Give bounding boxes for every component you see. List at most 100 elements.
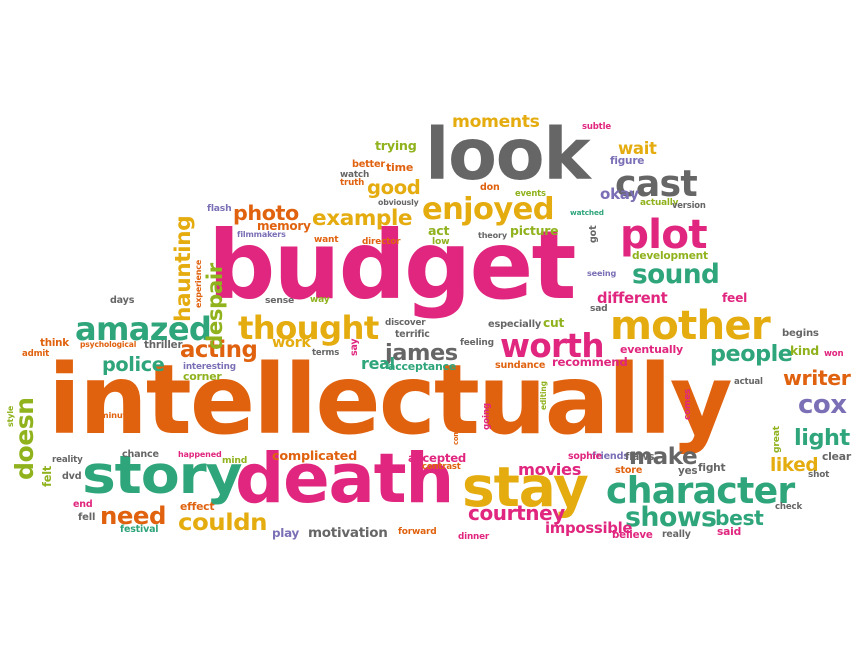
- word-amazed: amazed: [75, 310, 212, 349]
- word-recommend: recommend: [552, 354, 628, 369]
- word-really: really: [662, 529, 691, 541]
- word-watched: watched: [570, 208, 604, 218]
- word-friends: friends: [592, 451, 629, 463]
- word-flash: flash: [207, 203, 232, 215]
- word-corner: corner: [183, 369, 222, 383]
- word-courtney: courtney: [468, 501, 565, 525]
- word-filmmakers: filmmakers: [237, 229, 286, 239]
- word-impossible: impossible: [545, 518, 633, 537]
- word-shot: shot: [808, 469, 830, 480]
- word-okay: okay: [600, 185, 639, 204]
- word-couldn: couldn: [178, 509, 268, 536]
- word-thriller: thriller: [144, 338, 183, 351]
- word-contrast: contrast: [422, 461, 461, 472]
- word-cut: cut: [543, 316, 565, 331]
- word-editing: editing: [539, 381, 548, 410]
- word-cast: cast: [615, 162, 698, 206]
- word-especially: especially: [488, 319, 542, 331]
- word-fight: fight: [698, 461, 726, 474]
- word-say: say: [349, 338, 360, 356]
- word-act: act: [428, 223, 450, 239]
- word-look: look: [425, 113, 591, 197]
- word-stay: stay: [462, 455, 589, 520]
- word-feel: feel: [722, 291, 748, 306]
- word-trying: trying: [375, 138, 417, 154]
- word-best: best: [715, 506, 764, 531]
- word-shows: shows: [625, 502, 717, 534]
- word-discover: discover: [385, 317, 426, 328]
- word-version: version: [672, 199, 706, 210]
- word-thought: thought: [238, 308, 379, 347]
- word-yes: yes: [678, 464, 698, 477]
- word-interesting: interesting: [183, 361, 236, 372]
- word-don: don: [480, 182, 500, 194]
- word-days: days: [110, 295, 135, 307]
- word-make: make: [629, 443, 698, 470]
- word-truth: truth: [340, 177, 365, 188]
- word-haunting: haunting: [171, 215, 196, 322]
- word-need: need: [100, 501, 166, 531]
- word-admit: admit: [22, 348, 50, 359]
- word-low: low: [432, 236, 450, 248]
- word-better: better: [352, 159, 385, 171]
- word-eventually: eventually: [620, 343, 683, 356]
- word-check: check: [775, 501, 802, 512]
- word-play: play: [272, 525, 300, 540]
- word-development: development: [632, 250, 708, 263]
- word-obviously: obviously: [378, 198, 419, 208]
- word-different: different: [597, 290, 668, 308]
- word-end: end: [73, 499, 93, 511]
- word-cox: cox: [798, 390, 847, 420]
- word-police: police: [102, 353, 165, 377]
- word-mother: mother: [610, 301, 771, 349]
- word-sense: sense: [265, 295, 295, 307]
- word-doesn: doesn: [10, 397, 39, 480]
- word-got: got: [588, 225, 599, 243]
- word-festival: festival: [120, 524, 159, 536]
- word-character: character: [606, 468, 795, 512]
- word-chance: chance: [122, 449, 159, 461]
- word-minutes: minutes: [100, 409, 137, 420]
- word-feeling: feeling: [460, 337, 494, 348]
- word-dinner: dinner: [458, 531, 490, 542]
- word-dvd: dvd: [62, 471, 82, 483]
- word-subtle: subtle: [582, 121, 611, 132]
- word-won: won: [824, 349, 844, 360]
- word-intellectually: intellectually: [48, 343, 733, 456]
- word-common: common: [452, 413, 460, 445]
- word-actually: actually: [640, 197, 679, 208]
- word-budget: budget: [208, 211, 576, 321]
- word-forward: forward: [398, 527, 437, 538]
- word-worth: worth: [500, 327, 604, 366]
- word-mind: mind: [222, 455, 248, 467]
- word-good: good: [367, 176, 421, 200]
- word-james: james: [385, 340, 458, 367]
- word-real: real: [361, 353, 395, 373]
- word-figure: figure: [610, 155, 645, 168]
- word-work: work: [272, 334, 311, 351]
- word-photo: photo: [233, 200, 299, 225]
- word-watch: watch: [340, 169, 370, 180]
- word-comes: comes: [683, 388, 693, 420]
- word-writer: writer: [783, 365, 851, 390]
- word-light: light: [794, 425, 850, 452]
- word-terms: terms: [312, 347, 340, 358]
- word-story: story: [82, 444, 242, 506]
- word-reality: reality: [52, 454, 83, 465]
- word-example: example: [312, 206, 413, 232]
- word-actual: actual: [734, 376, 763, 387]
- word-motivation: motivation: [308, 525, 388, 542]
- word-wait: wait: [618, 138, 657, 158]
- word-director: director: [362, 236, 401, 247]
- word-psychological: psychological: [80, 340, 137, 350]
- word-clear: clear: [822, 449, 851, 463]
- word-sophie: sophie: [568, 451, 602, 463]
- word-events: events: [515, 187, 546, 198]
- word-accepted: accepted: [408, 450, 467, 465]
- word-sad: sad: [590, 304, 608, 315]
- word-people: people: [710, 340, 793, 367]
- word-movies: movies: [518, 459, 582, 479]
- word-complicated: complicated: [272, 449, 358, 465]
- word-fell: fell: [78, 511, 96, 523]
- word-happened: happened: [178, 449, 222, 459]
